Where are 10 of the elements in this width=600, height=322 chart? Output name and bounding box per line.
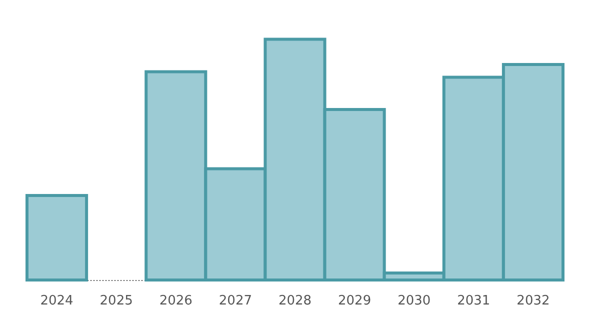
x-tick-label: 2032 xyxy=(516,294,550,308)
x-tick-label: 2028 xyxy=(278,294,312,308)
x-tick-label: 2030 xyxy=(398,294,431,308)
bar xyxy=(26,194,88,282)
x-tick-label: 2029 xyxy=(338,294,372,308)
x-tick-label: 2026 xyxy=(159,294,192,308)
x-tick-label: 2027 xyxy=(218,294,252,308)
x-tick-label: 2031 xyxy=(457,294,490,308)
x-tick-label: 2024 xyxy=(40,294,74,308)
x-tick-label: 2025 xyxy=(100,294,133,308)
